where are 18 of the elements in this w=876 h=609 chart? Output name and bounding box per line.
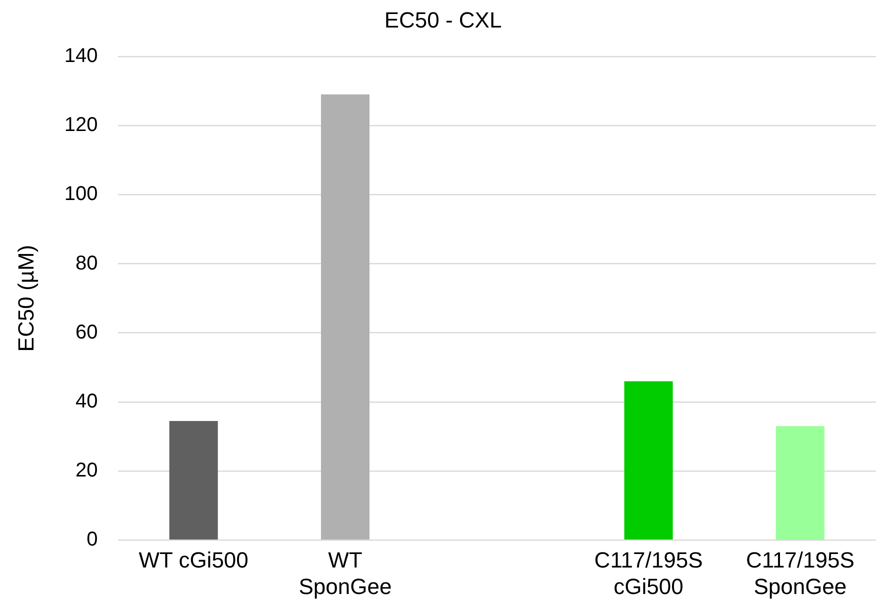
x-tick-label: WT cGi500 (138, 547, 248, 572)
x-tick-label: C117/195S cGi500 (594, 547, 703, 599)
chart-title: EC50 - CXL (384, 7, 502, 32)
y-tick-label: 60 (76, 321, 98, 344)
y-tick-label: 40 (76, 390, 98, 412)
y-tick-label: 0 (86, 528, 98, 551)
bar (624, 381, 673, 540)
x-tick-label: WT SponGee (298, 547, 392, 599)
bar (169, 420, 218, 540)
x-tick-label: C117/195S SponGee (746, 547, 854, 599)
y-tick-label: 100 (64, 183, 98, 206)
bar (320, 94, 370, 540)
y-axis-title: EC50 (µM) (13, 244, 38, 352)
y-tick-label: 120 (64, 114, 98, 136)
y-tick-label: 80 (76, 252, 98, 274)
bar (776, 426, 824, 540)
y-tick-label: 140 (64, 44, 98, 67)
y-tick-label: 20 (76, 460, 98, 482)
